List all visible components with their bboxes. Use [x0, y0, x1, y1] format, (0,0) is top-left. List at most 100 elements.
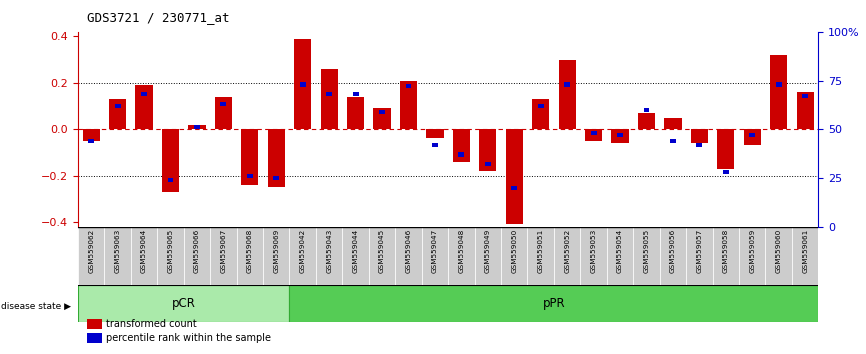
Bar — [633, 227, 660, 285]
Bar — [611, 129, 629, 143]
Bar — [449, 227, 475, 285]
Bar — [300, 82, 306, 86]
Bar — [320, 69, 338, 129]
Bar — [210, 227, 236, 285]
Bar — [660, 227, 686, 285]
Bar — [686, 227, 713, 285]
Bar — [400, 81, 417, 129]
Text: GSM559066: GSM559066 — [194, 228, 200, 273]
Bar — [749, 133, 755, 137]
Bar — [617, 133, 623, 137]
Bar — [453, 129, 470, 162]
Bar — [88, 139, 94, 143]
Text: GSM559042: GSM559042 — [300, 228, 306, 273]
Text: GSM559056: GSM559056 — [670, 228, 676, 273]
Bar — [162, 129, 179, 192]
Bar — [527, 227, 554, 285]
Bar — [369, 227, 395, 285]
Bar — [770, 55, 787, 129]
Text: GSM559058: GSM559058 — [723, 228, 729, 273]
Bar — [131, 227, 158, 285]
Bar — [792, 227, 818, 285]
Text: GSM559050: GSM559050 — [511, 228, 517, 273]
Bar — [723, 170, 728, 174]
Text: GDS3721 / 230771_at: GDS3721 / 230771_at — [87, 11, 229, 24]
Bar — [802, 94, 808, 98]
Bar — [268, 129, 285, 187]
Bar — [717, 129, 734, 169]
Bar — [638, 113, 655, 129]
Bar — [82, 129, 100, 141]
Bar — [168, 178, 173, 182]
Bar — [532, 99, 549, 129]
Bar — [713, 227, 739, 285]
Text: GSM559064: GSM559064 — [141, 228, 147, 273]
Bar — [221, 102, 226, 106]
Bar — [352, 92, 359, 96]
Text: pCR: pCR — [171, 297, 196, 310]
Bar — [114, 104, 120, 108]
Bar — [565, 82, 570, 86]
Bar — [585, 129, 602, 141]
Bar — [554, 227, 580, 285]
Bar — [739, 227, 766, 285]
Bar — [538, 104, 544, 108]
Text: GSM559047: GSM559047 — [432, 228, 438, 273]
Bar — [242, 129, 258, 185]
Bar — [744, 129, 761, 145]
Text: GSM559054: GSM559054 — [617, 228, 623, 273]
Bar — [664, 118, 682, 129]
Bar — [458, 153, 464, 156]
Bar — [766, 227, 792, 285]
Bar — [379, 110, 385, 114]
Bar — [141, 92, 147, 96]
Bar — [422, 227, 449, 285]
Bar — [289, 227, 316, 285]
Bar — [105, 227, 131, 285]
Bar — [236, 227, 263, 285]
Bar — [776, 82, 782, 86]
Bar — [289, 285, 818, 322]
Text: GSM559067: GSM559067 — [220, 228, 226, 273]
Bar — [426, 129, 443, 138]
Text: GSM559065: GSM559065 — [167, 228, 173, 273]
Text: GSM559049: GSM559049 — [485, 228, 491, 273]
Bar — [109, 99, 126, 129]
Text: GSM559052: GSM559052 — [564, 228, 570, 273]
Bar — [506, 129, 523, 224]
Bar — [432, 143, 438, 147]
Bar — [316, 227, 342, 285]
Bar — [696, 143, 702, 147]
Text: transformed count: transformed count — [106, 319, 197, 329]
Bar — [247, 174, 253, 178]
Bar — [135, 85, 152, 129]
Bar — [643, 108, 650, 112]
Bar — [347, 97, 365, 129]
Text: GSM559059: GSM559059 — [749, 228, 755, 273]
Text: GSM559057: GSM559057 — [696, 228, 702, 273]
Bar — [326, 92, 332, 96]
Text: GSM559061: GSM559061 — [802, 228, 808, 273]
Bar — [405, 84, 411, 88]
Text: GSM559045: GSM559045 — [379, 228, 385, 273]
Bar — [607, 227, 633, 285]
Bar — [373, 108, 391, 129]
Bar — [184, 227, 210, 285]
Bar — [274, 176, 279, 180]
Text: pPR: pPR — [543, 297, 565, 310]
Text: GSM559068: GSM559068 — [247, 228, 253, 273]
Bar — [263, 227, 289, 285]
Bar — [580, 227, 607, 285]
Bar — [501, 227, 527, 285]
Bar — [342, 227, 369, 285]
Bar — [78, 227, 105, 285]
Bar — [158, 227, 184, 285]
Text: GSM559044: GSM559044 — [352, 228, 359, 273]
Text: GSM559053: GSM559053 — [591, 228, 597, 273]
Bar — [511, 185, 517, 190]
Text: percentile rank within the sample: percentile rank within the sample — [106, 333, 271, 343]
Bar — [691, 129, 708, 143]
Text: GSM559069: GSM559069 — [274, 228, 279, 273]
Bar — [395, 227, 422, 285]
Text: GSM559055: GSM559055 — [643, 228, 650, 273]
